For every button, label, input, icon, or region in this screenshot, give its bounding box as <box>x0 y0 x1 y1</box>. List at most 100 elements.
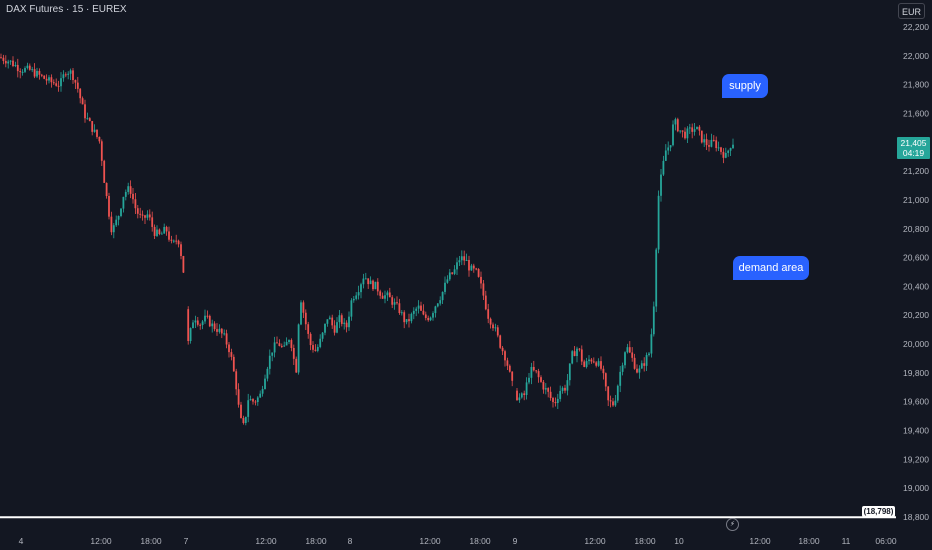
candle-body <box>19 71 22 73</box>
candle-body <box>708 145 710 147</box>
candle-body <box>717 147 720 149</box>
price-tick-label: 19,800 <box>903 368 929 378</box>
candle-body <box>177 240 180 245</box>
candle-body <box>127 186 130 192</box>
candle-body <box>628 347 631 353</box>
candle-body <box>530 366 533 378</box>
candle-body <box>180 244 182 256</box>
candle-body <box>547 388 550 392</box>
candle-body <box>667 147 670 151</box>
time-tick-label: 9 <box>513 536 518 546</box>
candle-body <box>271 352 274 356</box>
candle-body <box>290 340 293 348</box>
candle-body <box>74 80 77 83</box>
candle-body <box>624 352 626 366</box>
candle-body <box>470 265 473 271</box>
candle-body <box>480 276 482 284</box>
candle-body <box>148 214 151 218</box>
candle-body <box>662 160 665 175</box>
candle-body <box>432 313 434 318</box>
candle-body <box>616 385 619 401</box>
candle-body <box>2 57 5 61</box>
candle-body <box>612 401 614 406</box>
candle-body <box>720 147 722 152</box>
candle-body <box>218 328 221 332</box>
candle-body <box>686 128 689 139</box>
candle-body <box>278 343 281 346</box>
candle-body <box>420 305 422 311</box>
candle-body <box>235 371 238 390</box>
candle-body <box>357 292 360 296</box>
time-tick-label: 18:00 <box>798 536 820 546</box>
price-tick-label: 20,400 <box>903 281 929 291</box>
candle-body <box>444 282 446 292</box>
last-price-value: 21,405 <box>900 138 927 148</box>
candle-body <box>511 371 514 381</box>
candle-body <box>108 195 110 217</box>
candle-body <box>549 391 552 399</box>
candle-body <box>631 352 634 358</box>
candle-body <box>448 272 451 280</box>
candle-body <box>710 139 713 147</box>
candle-body <box>460 256 463 261</box>
candle-body <box>429 317 432 321</box>
candle-body <box>81 98 84 105</box>
candle-body <box>367 278 370 285</box>
candle-body <box>657 195 660 250</box>
candle-body <box>4 60 7 64</box>
price-tick-label: 19,000 <box>903 483 929 493</box>
candle-body <box>7 61 10 64</box>
candle-body <box>50 77 53 83</box>
candle-body <box>259 393 262 398</box>
candle-body <box>566 380 569 391</box>
candle-body <box>384 295 386 299</box>
candle-body <box>120 208 122 217</box>
candle-body <box>31 69 34 71</box>
candle-body <box>554 402 557 404</box>
candle-body <box>192 322 194 329</box>
price-axis[interactable]: 22,20022,00021,80021,60021,40021,20021,0… <box>903 22 929 522</box>
candle-body <box>552 398 554 403</box>
candle-body <box>211 323 214 327</box>
candle-body <box>153 226 156 236</box>
candle-body <box>427 317 430 321</box>
candle-body <box>386 292 389 296</box>
candle-body <box>196 320 199 325</box>
candle-body <box>187 309 190 342</box>
time-axis[interactable]: 4 12:00 18:00 7 12:00 18:00 8 12:00 18:00 9 12:00 1… <box>19 536 897 546</box>
symbol-title[interactable]: DAX Futures · 15 · EUREX <box>6 4 127 15</box>
candle-body <box>40 74 43 76</box>
time-tick-label: 12:00 <box>584 536 606 546</box>
candle-body <box>216 329 218 332</box>
time-tick-label: 18:00 <box>469 536 491 546</box>
candle-body <box>573 351 576 357</box>
candle-body <box>585 361 588 367</box>
candle-body <box>52 82 55 84</box>
candle-body <box>326 319 329 324</box>
demand-area-callout[interactable]: demand area <box>733 256 809 280</box>
candle-body <box>489 318 492 325</box>
candle-body <box>151 217 154 227</box>
candle-body <box>16 64 19 72</box>
candle-body <box>321 332 324 339</box>
candle-body <box>136 208 139 214</box>
candle-body <box>451 272 454 274</box>
candle-body <box>309 333 312 346</box>
candle-body <box>496 327 499 336</box>
candle-body <box>458 260 461 263</box>
currency-button[interactable]: EUR <box>898 3 925 19</box>
candle-body <box>307 324 310 334</box>
candle-body <box>168 231 170 240</box>
candle-body <box>189 328 192 342</box>
supply-callout[interactable]: supply <box>722 74 768 98</box>
candle-body <box>528 377 530 383</box>
lightning-icon[interactable]: ⚡ <box>726 518 739 531</box>
candle-body <box>482 283 485 296</box>
candle-body <box>232 356 235 372</box>
candle-body <box>79 88 82 99</box>
price-tick-label: 18,800 <box>903 512 929 522</box>
candle-body <box>264 378 266 390</box>
candle-body <box>518 397 521 401</box>
candle-body <box>117 216 120 220</box>
